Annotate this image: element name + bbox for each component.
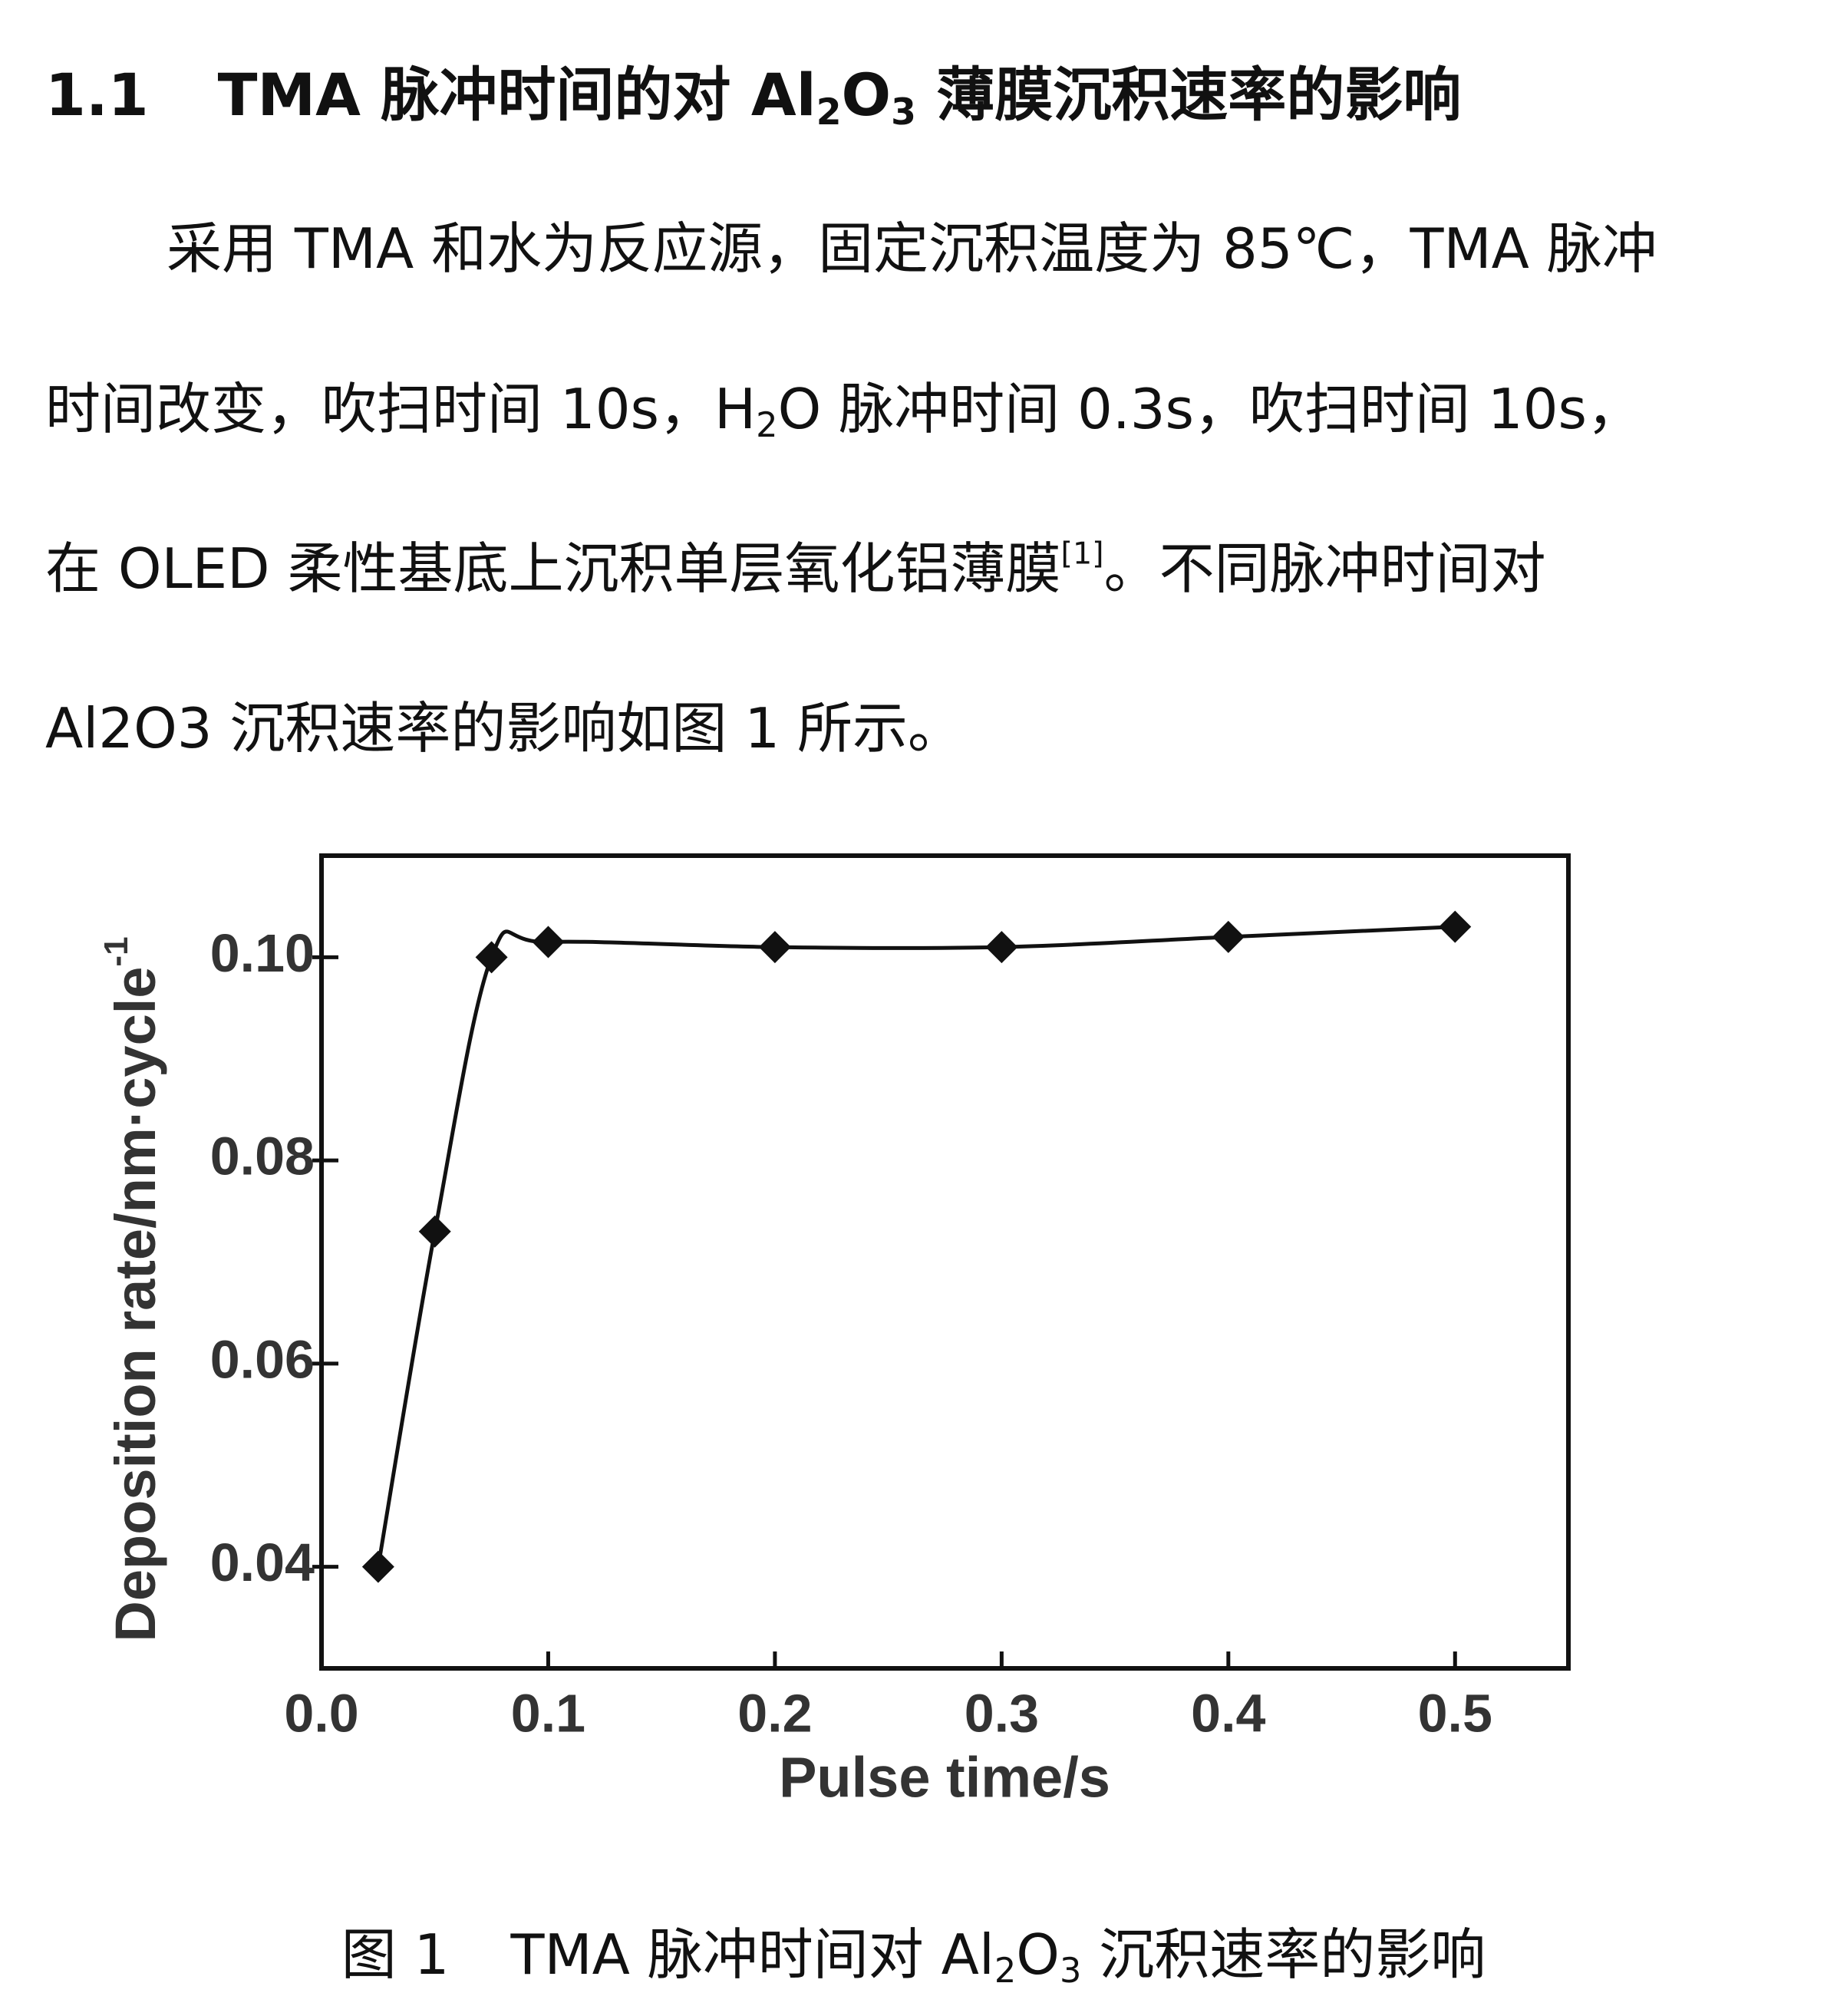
heading-sub: 2 — [816, 91, 842, 134]
heading-number: 1.1 — [45, 61, 149, 129]
x-tick-label: 0.5 — [1418, 1683, 1492, 1743]
caption-sub: 2 — [994, 1951, 1017, 1991]
data-point — [985, 931, 1018, 964]
section-heading: 1.1 TMA 脉冲时间的对 Al2O3 薄膜沉积速率的影响 — [45, 48, 1461, 134]
heading-text: TMA 脉冲时间的对 Al — [217, 61, 816, 129]
plot-frame — [319, 853, 1571, 1671]
y-axis-title-sup: -1 — [97, 936, 135, 966]
text: 采用 TMA 和水为反应源，固定沉积温度为 85℃，TMA 脉冲 — [167, 216, 1657, 281]
data-point — [418, 1215, 451, 1248]
x-tick-label: 0.1 — [511, 1683, 585, 1743]
heading-text: 薄膜沉积速率的影响 — [915, 61, 1462, 129]
figure-caption: 图 1 TMA 脉冲时间对 Al2O3 沉积速率的影响 — [0, 1909, 1827, 1991]
paragraph-line: Al2O3 沉积速率的影响如图 1 所示。 — [45, 683, 963, 764]
text: 时间改变，吹扫时间 10s，H — [45, 377, 757, 441]
data-point — [361, 1550, 394, 1583]
data-point — [532, 926, 565, 959]
y-tick-label: 0.10 — [210, 923, 315, 983]
caption-text: 沉积速率的影响 — [1081, 1922, 1486, 1987]
text: 。不同脉冲时间对 — [1103, 536, 1546, 601]
y-tick-label: 0.04 — [210, 1533, 315, 1592]
text: O 脉冲时间 0.3s，吹扫时间 10s， — [777, 377, 1643, 441]
caption-text: O — [1016, 1922, 1060, 1987]
x-tick-label: 0.2 — [737, 1683, 812, 1743]
subscript: 2 — [756, 405, 778, 446]
data-point — [758, 931, 791, 964]
paragraph-line: 时间改变，吹扫时间 10s，H2O 脉冲时间 0.3s，吹扫时间 10s， — [45, 364, 1642, 445]
chart: Pulse time/s Deposition rate/nm·cycle-1 … — [97, 853, 1571, 1810]
x-axis-title: Pulse time/s — [779, 1746, 1110, 1810]
data-point — [1212, 920, 1245, 953]
paragraph-line: 采用 TMA 和水为反应源，固定沉积温度为 85℃，TMA 脉冲 — [167, 203, 1657, 284]
y-axis-title-text: Deposition rate/nm·cycle — [104, 967, 167, 1642]
y-axis-title: Deposition rate/nm·cycle-1 — [97, 936, 167, 1642]
y-tick-label: 0.06 — [210, 1329, 315, 1389]
text: Al2O3 沉积速率的影响如图 1 所示。 — [45, 696, 964, 761]
y-tick-label: 0.08 — [210, 1127, 315, 1186]
heading-sub: 3 — [891, 91, 916, 134]
citation: [1] — [1060, 536, 1104, 572]
caption-text: TMA 脉冲时间对 Al — [510, 1922, 994, 1987]
data-point — [1439, 910, 1472, 943]
text: 在 OLED 柔性基底上沉积单层氧化铝薄膜 — [45, 536, 1061, 601]
caption-label: 图 1 — [341, 1922, 450, 1987]
data-line — [376, 925, 1456, 1568]
heading-text: O — [841, 61, 892, 129]
paragraph-line: 在 OLED 柔性基底上沉积单层氧化铝薄膜[1]。不同脉冲时间对 — [45, 523, 1546, 604]
x-tick-label: 0.0 — [284, 1683, 358, 1743]
caption-sub: 3 — [1059, 1951, 1082, 1991]
x-tick-label: 0.4 — [1191, 1683, 1265, 1743]
data-point — [475, 941, 508, 974]
x-tick-label: 0.3 — [965, 1683, 1039, 1743]
